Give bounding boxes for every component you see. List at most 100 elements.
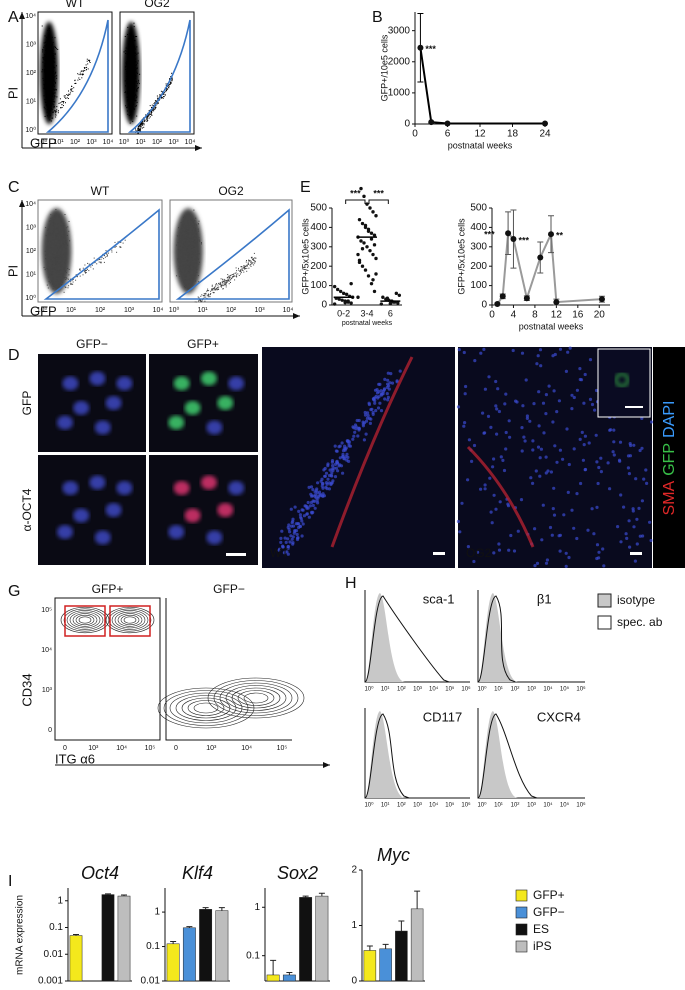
x-tick-label: 16 [572, 310, 584, 321]
cell-dot [69, 221, 70, 222]
nucleus [336, 460, 339, 463]
cell-dot [50, 246, 51, 247]
nucleus [491, 521, 494, 524]
nucleus [458, 530, 461, 533]
x-tick-label: 10⁴ [103, 139, 114, 146]
cell-dot [59, 254, 60, 255]
cell-dot [56, 242, 57, 243]
cell-dot [80, 270, 81, 271]
cell-dot [127, 92, 128, 93]
cell-dot [53, 53, 54, 54]
cell-dot [139, 83, 140, 84]
x-tick-label: 24 [539, 129, 551, 140]
significance: *** [425, 44, 436, 54]
cell-dot [47, 254, 48, 255]
cell-dot [188, 251, 189, 252]
cell-dot [55, 37, 56, 38]
cell-dot [52, 64, 53, 65]
nucleus [334, 463, 337, 466]
nucleus [597, 551, 600, 554]
cell-dot [49, 110, 50, 111]
cell-dot [47, 115, 48, 116]
cell-dot [186, 229, 187, 230]
cell-dot [193, 251, 194, 252]
bar [411, 909, 423, 981]
cell-dot [77, 80, 78, 81]
cell-dot [196, 225, 197, 226]
nucleus [368, 402, 371, 405]
nucleus [358, 419, 361, 422]
cell-dot [62, 257, 63, 258]
nucleus [493, 494, 496, 497]
nucleus [383, 397, 386, 400]
cell-dot [55, 54, 56, 55]
cell-dot [56, 89, 57, 90]
cell-dot [47, 57, 48, 58]
cell-dot [58, 241, 59, 242]
x-tick-label: 10⁴ [429, 802, 439, 809]
data-point [374, 214, 377, 217]
cell-dot [52, 112, 53, 113]
nucleus [597, 556, 600, 559]
cell-dot [43, 47, 44, 48]
cell-dot [51, 256, 52, 257]
nucleus [641, 534, 644, 537]
cell-dot [56, 256, 57, 257]
cell-dot [191, 255, 192, 256]
cell-dot [127, 75, 128, 76]
cell-dot [55, 249, 56, 250]
cell-dot [104, 255, 105, 256]
cell-dot [141, 124, 142, 125]
legend-label: iPS [533, 939, 552, 953]
panel-label: B [372, 9, 383, 26]
cell-dot [165, 94, 166, 95]
nucleus [492, 551, 495, 554]
cell-dot [63, 102, 64, 103]
nucleus [335, 449, 338, 452]
nucleus [399, 370, 402, 373]
cell-dot [171, 73, 172, 74]
cell-dot [55, 112, 56, 113]
cell-dot [45, 108, 46, 109]
cell-dot [186, 265, 187, 266]
cell-dot [198, 300, 199, 301]
cell-dot [48, 85, 49, 86]
legend-swatch [516, 907, 527, 918]
nucleus [584, 435, 587, 438]
cell-dot [54, 257, 55, 258]
nucleus [503, 469, 506, 472]
nucleus [356, 434, 359, 437]
nucleus [321, 495, 324, 498]
cell-dot [126, 51, 127, 52]
nucleus [533, 527, 536, 530]
cell-dot [179, 235, 180, 236]
cell-dot [130, 114, 131, 115]
y-tick-label: 200 [310, 261, 327, 272]
cell-dot [188, 289, 189, 290]
cell-dot [151, 113, 152, 114]
cell-dot [182, 250, 183, 251]
nucleus [575, 537, 578, 540]
cell-dot [131, 107, 132, 108]
cell-dot [189, 278, 190, 279]
cell-dot [62, 241, 63, 242]
cell-dot [183, 253, 184, 254]
y-tick-label: 400 [310, 222, 327, 233]
cell-dot [197, 258, 198, 259]
cell-dot [179, 276, 180, 277]
cell-dot [131, 65, 132, 66]
cell-dot [59, 263, 60, 264]
cell-dot [155, 108, 156, 109]
cell-dot [108, 253, 109, 254]
x-tick-label: 10⁵ [445, 686, 455, 693]
cell-dot [57, 253, 58, 254]
cell-dot [55, 229, 56, 230]
cell-dot [53, 288, 54, 289]
cell-dot [134, 57, 135, 58]
cell-dot [187, 256, 188, 257]
cell-dot [186, 249, 187, 250]
cell-dot [85, 271, 86, 272]
cell-dot [51, 261, 52, 262]
nucleus [568, 463, 571, 466]
cell-dot [63, 245, 64, 246]
